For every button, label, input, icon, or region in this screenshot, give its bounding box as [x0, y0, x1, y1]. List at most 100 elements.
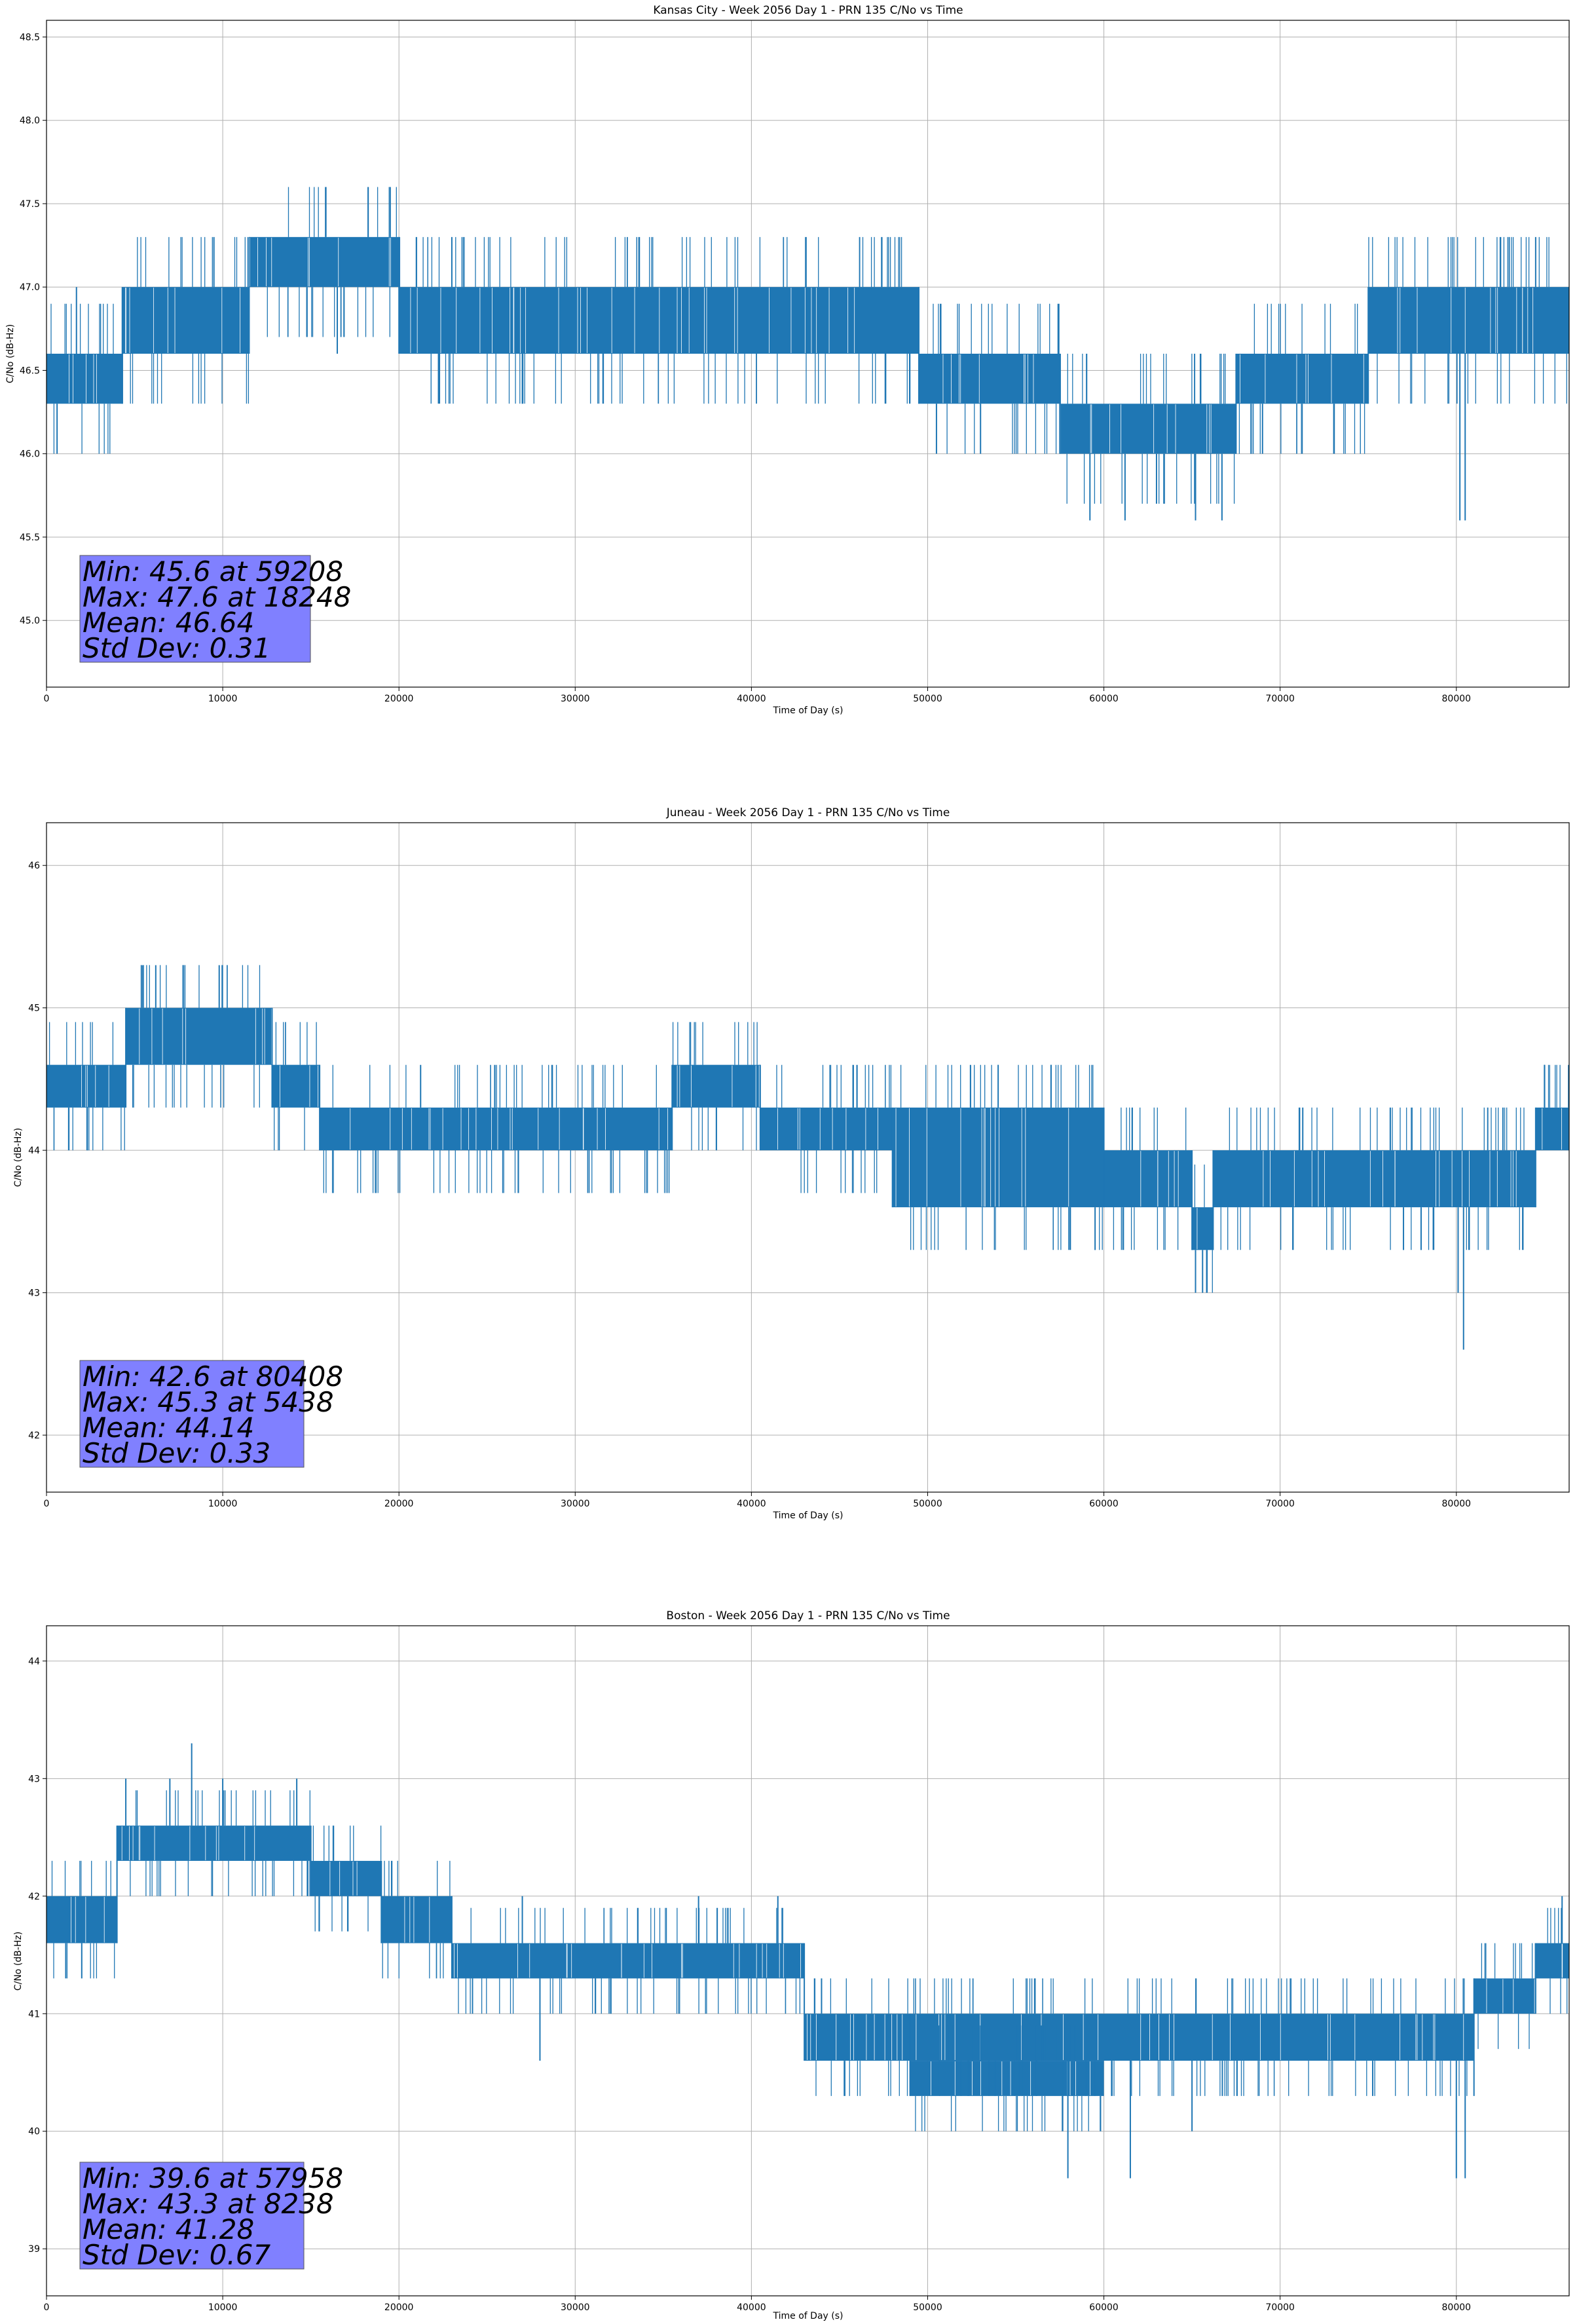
x-tick-label: 80000 [1442, 694, 1472, 704]
x-tick-label: 0 [44, 1499, 50, 1509]
stats-min: Min: 45.6 at 59208 [83, 555, 343, 588]
data-series [46, 1743, 1569, 2179]
y-axis-ticks: 45.0 45.5 46.0 46.5 47.0 47.5 48.0 48.5 [20, 32, 46, 626]
y-tick-label: 48.0 [20, 116, 40, 126]
data-band [672, 1064, 760, 1108]
stats-box-background [79, 2162, 305, 2270]
data-band [1535, 1107, 1569, 1151]
y-tick-label: 40 [28, 2127, 40, 2137]
stats-max: Max: 47.6 at 18248 [83, 581, 351, 613]
x-tick-label: 10000 [208, 1499, 238, 1509]
data-band [46, 1896, 117, 1943]
y-tick-label: 46.5 [20, 365, 40, 376]
x-tick-label: 10000 [208, 694, 238, 704]
x-tick-label: 60000 [1089, 1499, 1119, 1509]
data-band [1192, 1207, 1214, 1250]
x-axis-ticks: 0 10000 20000 30000 40000 50000 60000 70000 8000… [44, 687, 1472, 704]
stats-box-background [79, 555, 311, 663]
y-tick-label: 46 [28, 861, 40, 871]
y-axis-ticks: 42 43 44 45 46 [28, 861, 46, 1441]
data-band [1104, 1150, 1193, 1208]
x-tick-label: 20000 [384, 2302, 414, 2313]
data-band [1474, 1978, 1536, 2014]
data-band [760, 1107, 893, 1151]
y-tick-label: 47.0 [20, 282, 40, 293]
y-axis-label: C/No (dB-Hz) [5, 324, 16, 383]
y-tick-label: 39 [28, 2244, 40, 2255]
y-tick-label: 45 [28, 1003, 40, 1014]
x-tick-label: 40000 [737, 1499, 766, 1509]
stats-max: Max: 43.3 at 8238 [83, 2188, 334, 2220]
x-tick-label: 0 [44, 694, 50, 704]
x-tick-label: 0 [44, 2302, 50, 2313]
x-tick-label: 20000 [384, 1499, 414, 1509]
noise-trace [48, 965, 1569, 1293]
noise-trace [50, 187, 1567, 504]
plot-frame [46, 1625, 1570, 2296]
data-band [1213, 1150, 1536, 1208]
stats-mean: Mean: 41.28 [83, 2213, 254, 2245]
stats-std-dev: Std Dev: 0.31 [83, 632, 270, 664]
y-tick-label: 46.0 [20, 449, 40, 460]
stats-std-dev: Std Dev: 0.33 [83, 1437, 270, 1469]
data-band [126, 1007, 272, 1065]
plot-frame [46, 822, 1570, 1493]
x-tick-label: 70000 [1265, 2302, 1295, 2313]
data-series [46, 965, 1569, 1350]
chart-title: Boston - Week 2056 Day 1 - PRN 135 C/No … [666, 1609, 950, 1622]
x-tick-label: 70000 [1265, 1499, 1295, 1509]
y-tick-label: 43 [28, 1774, 40, 1784]
x-axis-label: Time of Day (s) [773, 705, 844, 716]
data-band [272, 1064, 320, 1108]
x-axis-label: Time of Day (s) [773, 1510, 844, 1521]
stats-min: Min: 42.6 at 80408 [83, 1360, 343, 1393]
data-band [310, 1860, 382, 1896]
y-tick-label: 43 [28, 1288, 40, 1299]
chart-title: Kansas City - Week 2056 Day 1 - PRN 135 … [653, 4, 963, 17]
data-band [249, 236, 399, 288]
stats-box-background [79, 1360, 305, 1468]
noise-trace [51, 1790, 1568, 2131]
data-band [1535, 1943, 1569, 1979]
x-tick-label: 80000 [1442, 2302, 1472, 2313]
x-axis-label: Time of Day (s) [773, 2311, 844, 2321]
x-tick-label: 60000 [1089, 2302, 1119, 2313]
stats-mean: Mean: 44.14 [83, 1412, 254, 1444]
x-tick-label: 20000 [384, 694, 414, 704]
stats-box: Min: 45.6 at 59208 Max: 47.6 at 18248 Me… [79, 555, 351, 664]
data-band [122, 287, 250, 354]
data-band [1236, 354, 1369, 404]
y-axis-label: C/No (dB-Hz) [13, 1128, 24, 1187]
y-tick-label: 42 [28, 1431, 40, 1441]
data-band [381, 1896, 452, 1943]
y-tick-label: 44 [28, 1146, 40, 1156]
y-tick-label: 41 [28, 2009, 40, 2019]
x-tick-label: 50000 [913, 1499, 942, 1509]
x-tick-label: 60000 [1089, 694, 1119, 704]
x-tick-label: 70000 [1265, 694, 1295, 704]
stats-box: Min: 42.6 at 80408 Max: 45.3 at 5438 Mea… [79, 1360, 343, 1469]
x-tick-label: 10000 [208, 2302, 238, 2313]
y-tick-label: 44 [28, 1657, 40, 1667]
y-tick-label: 42 [28, 1892, 40, 1902]
stats-min: Min: 39.6 at 57958 [83, 2162, 343, 2194]
chart-panel-juneau: Juneau - Week 2056 Day 1 - PRN 135 C/No … [13, 806, 1570, 1521]
y-tick-label: 45.0 [20, 616, 40, 626]
data-band [919, 354, 1060, 404]
x-axis-ticks: 0 10000 20000 30000 40000 50000 60000 70000 8000… [44, 1492, 1472, 1509]
data-band [399, 287, 919, 354]
x-tick-label: 30000 [561, 1499, 590, 1509]
data-band [46, 1064, 126, 1108]
data-band [804, 2014, 1474, 2061]
x-tick-label: 40000 [737, 694, 766, 704]
data-band [320, 1107, 673, 1151]
stats-max: Max: 45.3 at 5438 [83, 1386, 334, 1418]
data-band [910, 2061, 1104, 2096]
plot-frame [46, 20, 1570, 688]
x-tick-label: 50000 [913, 2302, 942, 2313]
data-series [46, 187, 1569, 521]
y-axis-label: C/No (dB-Hz) [13, 1932, 24, 1991]
x-tick-label: 80000 [1442, 1499, 1472, 1509]
x-axis-ticks: 0 10000 20000 30000 40000 50000 60000 70000 8000… [44, 2296, 1472, 2313]
